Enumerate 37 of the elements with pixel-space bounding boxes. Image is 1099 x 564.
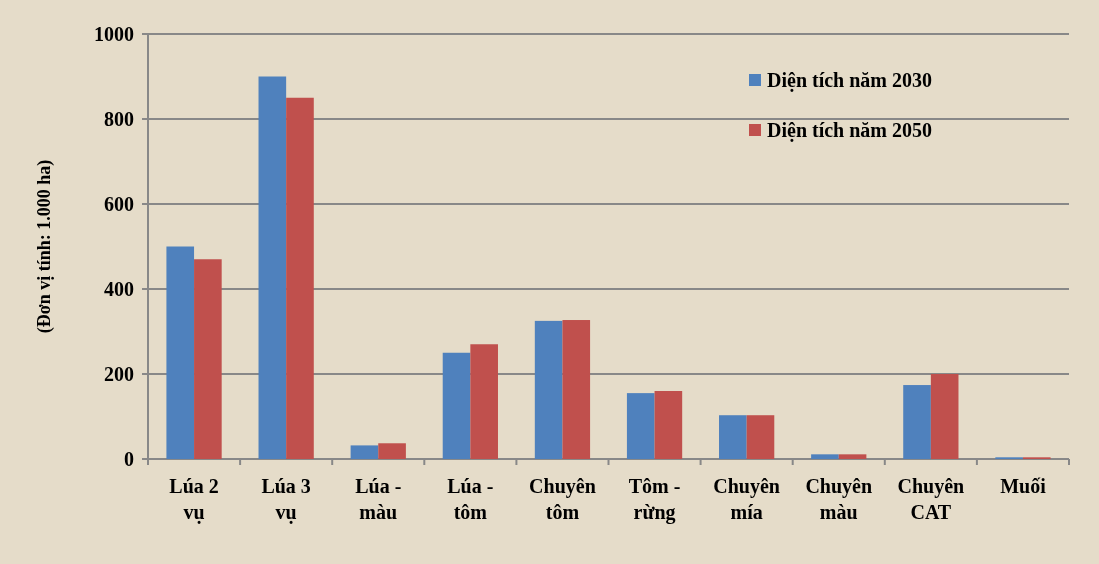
y-tick-label: 0 bbox=[124, 448, 134, 470]
bar bbox=[258, 76, 287, 459]
y-tick-label: 1000 bbox=[94, 23, 134, 45]
y-tick-label: 200 bbox=[104, 363, 134, 385]
bar bbox=[903, 385, 931, 459]
x-tick-label: Chuyên mía bbox=[713, 475, 780, 523]
y-axis-title: (Đơn vị tính: 1.000 ha) bbox=[34, 159, 55, 334]
bar bbox=[626, 393, 655, 459]
x-tick-label: Lúa - tôm bbox=[447, 475, 494, 523]
bar bbox=[350, 445, 379, 459]
x-tick-label: Muối bbox=[1000, 475, 1047, 497]
legend-label: Diện tích năm 2030 bbox=[767, 69, 932, 92]
x-tick-label: Lúa 2 vụ bbox=[169, 475, 219, 524]
bar bbox=[470, 344, 498, 459]
y-tick-label: 600 bbox=[104, 193, 134, 215]
y-tick-label: 800 bbox=[104, 108, 134, 130]
bar bbox=[378, 443, 406, 459]
bar bbox=[930, 374, 959, 459]
x-tick-label: Chuyên tôm bbox=[529, 475, 596, 523]
bar bbox=[654, 391, 683, 459]
bar bbox=[286, 97, 314, 459]
y-tick-label: 400 bbox=[104, 278, 134, 300]
x-tick-label: Lúa - màu bbox=[355, 475, 402, 523]
x-tick-label: Tôm - rừng bbox=[628, 475, 681, 524]
bar bbox=[838, 454, 867, 459]
bar bbox=[719, 415, 747, 459]
bar bbox=[194, 259, 222, 459]
bar bbox=[166, 246, 195, 459]
x-tick-label: Lúa 3 vụ bbox=[261, 475, 311, 524]
bar bbox=[442, 352, 471, 459]
x-tick-label: Chuyên màu bbox=[805, 475, 873, 523]
bar bbox=[534, 320, 563, 459]
bar bbox=[562, 320, 591, 459]
bar bbox=[811, 454, 839, 459]
x-tick-label: Chuyên CAT bbox=[897, 475, 965, 523]
legend-label: Diện tích năm 2050 bbox=[767, 119, 932, 142]
bar bbox=[746, 415, 775, 459]
